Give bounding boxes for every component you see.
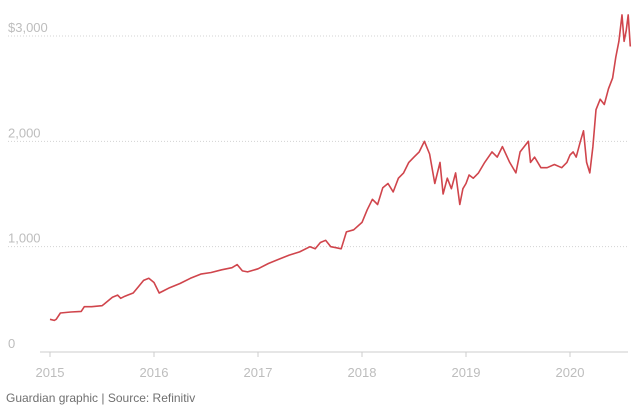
x-tick-label-2019: 2019 bbox=[452, 365, 481, 380]
x-tick-label-2017: 2017 bbox=[244, 365, 273, 380]
x-tick-label-2018: 2018 bbox=[348, 365, 377, 380]
y-tick-label-1000: 1,000 bbox=[8, 231, 41, 246]
series-group bbox=[49, 14, 632, 322]
source-note: Guardian graphic | Source: Refinitiv bbox=[6, 391, 196, 405]
x-axis-ticks: 2015 2016 2017 2018 2019 2020 bbox=[36, 352, 585, 380]
x-tick-label-2015: 2015 bbox=[36, 365, 65, 380]
y-axis-ticks: 0 1,000 2,000 $3,000 bbox=[8, 20, 48, 351]
series-line-0 bbox=[49, 14, 632, 322]
x-tick-label-2016: 2016 bbox=[140, 365, 169, 380]
y-tick-label-0: 0 bbox=[8, 336, 15, 351]
y-tick-label-3000: $3,000 bbox=[8, 20, 48, 35]
gridlines bbox=[8, 35, 628, 248]
x-tick-label-2020: 2020 bbox=[556, 365, 585, 380]
y-tick-label-2000: 2,000 bbox=[8, 125, 41, 140]
